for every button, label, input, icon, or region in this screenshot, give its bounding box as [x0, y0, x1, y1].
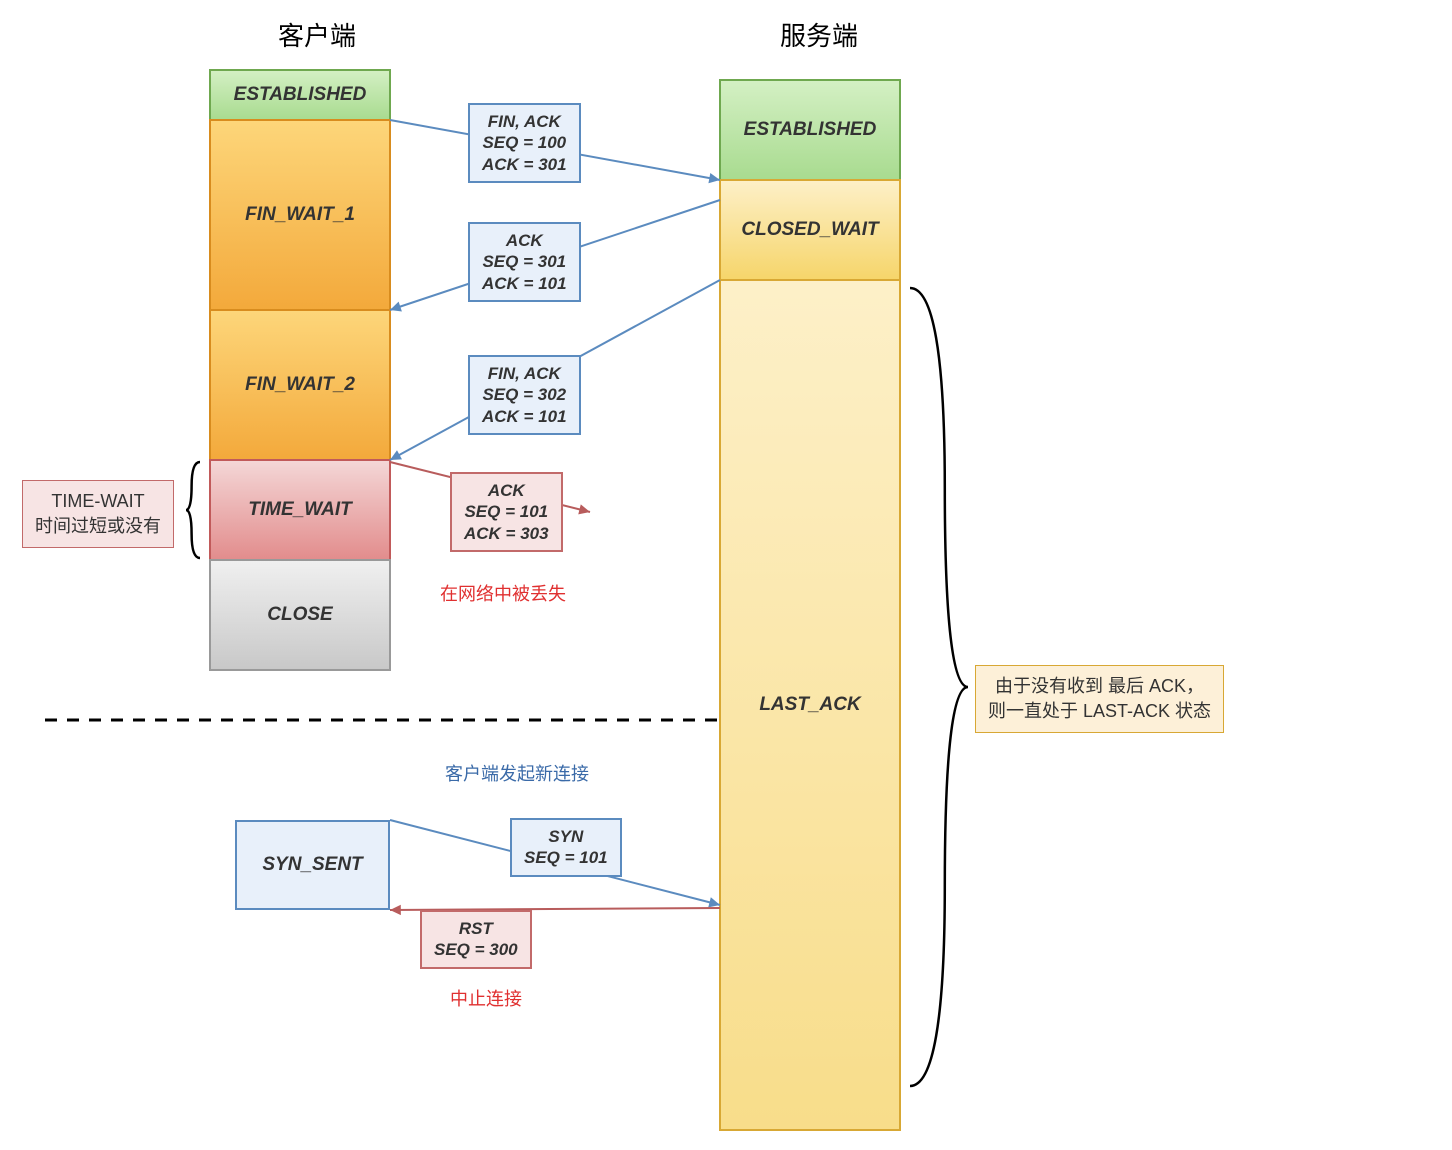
state-syn-sent: SYN_SENT [235, 820, 390, 910]
callout-line: 则一直处于 LAST-ACK 状态 [988, 701, 1211, 721]
message-m5: SYN SEQ = 101 [510, 818, 622, 877]
message-m1: FIN, ACK SEQ = 100 ACK = 301 [468, 103, 581, 183]
message-line: SEQ = 300 [434, 940, 518, 959]
state-label: CLOSED_WAIT [741, 219, 878, 241]
server-header: 服务端 [780, 16, 858, 53]
state-label: ESTABLISHED [234, 84, 367, 106]
message-line: SEQ = 101 [524, 848, 608, 867]
note-abort: 中止连接 [450, 985, 522, 1011]
message-line: SEQ = 302 [482, 385, 566, 404]
message-line: ACK = 303 [464, 524, 549, 543]
message-line: FIN, ACK [488, 364, 561, 383]
state-syn-sent-label: SYN_SENT [262, 854, 362, 876]
state-c-timewait: TIME_WAIT [210, 460, 390, 560]
state-s-established: ESTABLISHED [720, 80, 900, 180]
state-s-lastack: LAST_ACK [720, 280, 900, 1130]
message-line: SEQ = 301 [482, 252, 566, 271]
state-label: FIN_WAIT_2 [245, 374, 355, 396]
state-c-finwait1: FIN_WAIT_1 [210, 120, 390, 310]
state-label: CLOSE [267, 604, 332, 626]
note-new-connection: 客户端发起新连接 [445, 760, 589, 786]
state-c-established: ESTABLISHED [210, 70, 390, 120]
message-line: SYN [548, 827, 583, 846]
message-line: ACK [506, 231, 543, 250]
message-line: ACK = 101 [482, 407, 567, 426]
state-c-finwait2: FIN_WAIT_2 [210, 310, 390, 460]
state-label: ESTABLISHED [744, 119, 877, 141]
state-s-closedwait: CLOSED_WAIT [720, 180, 900, 280]
message-line: ACK = 301 [482, 155, 567, 174]
message-line: ACK [488, 481, 525, 500]
state-label: LAST_ACK [759, 694, 860, 716]
state-c-close: CLOSE [210, 560, 390, 670]
message-m4: ACK SEQ = 101 ACK = 303 [450, 472, 563, 552]
message-line: FIN, ACK [488, 112, 561, 131]
state-label: FIN_WAIT_1 [245, 204, 355, 226]
message-line: RST [459, 919, 493, 938]
note-lost: 在网络中被丢失 [440, 580, 566, 606]
callout-line: 时间过短或没有 [35, 516, 161, 536]
state-label: TIME_WAIT [248, 499, 351, 521]
message-line: SEQ = 100 [482, 133, 566, 152]
message-line: SEQ = 101 [464, 502, 548, 521]
message-m3: FIN, ACK SEQ = 302 ACK = 101 [468, 355, 581, 435]
message-line: ACK = 101 [482, 274, 567, 293]
client-header: 客户端 [278, 16, 356, 53]
callout-timewait: TIME-WAIT 时间过短或没有 [22, 480, 174, 548]
callout-lastack: 由于没有收到 最后 ACK， 则一直处于 LAST-ACK 状态 [975, 665, 1224, 733]
message-m6: RST SEQ = 300 [420, 910, 532, 969]
message-m2: ACK SEQ = 301 ACK = 101 [468, 222, 581, 302]
callout-line: TIME-WAIT [51, 491, 144, 511]
callout-line: 由于没有收到 最后 ACK， [995, 676, 1204, 696]
